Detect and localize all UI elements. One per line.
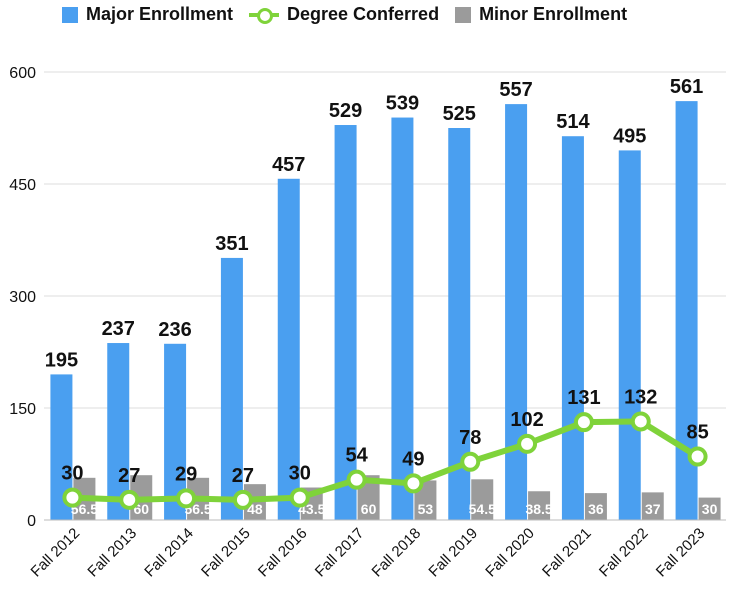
data-label-major: 351 bbox=[215, 233, 248, 255]
point-degree bbox=[517, 433, 538, 454]
y-tick-label: 0 bbox=[27, 513, 36, 530]
legend-swatch-major bbox=[62, 6, 78, 23]
point-degree bbox=[573, 412, 594, 433]
bar-minor bbox=[471, 479, 494, 520]
legend-item-major: Major Enrollment bbox=[62, 4, 233, 25]
bar-minor bbox=[698, 497, 721, 520]
x-tick-label: Fall 2016 bbox=[255, 525, 311, 581]
data-label-minor: 53 bbox=[418, 501, 434, 517]
y-tick-label: 450 bbox=[9, 177, 36, 194]
point-degree bbox=[630, 411, 651, 432]
x-tick-label: Fall 2017 bbox=[312, 525, 368, 581]
data-label-degree: 27 bbox=[232, 465, 254, 487]
bar-major bbox=[220, 257, 243, 520]
data-label-major: 525 bbox=[443, 103, 476, 125]
data-label-minor: 30 bbox=[702, 501, 718, 517]
data-label-degree: 30 bbox=[61, 463, 83, 485]
bar-major bbox=[448, 128, 471, 520]
data-label-major: 236 bbox=[158, 319, 191, 341]
x-tick-label: Fall 2013 bbox=[84, 525, 140, 581]
bar-major bbox=[50, 374, 73, 520]
y-tick-label: 300 bbox=[9, 289, 36, 306]
x-tick-label: Fall 2022 bbox=[596, 525, 652, 581]
bar-major bbox=[334, 125, 357, 520]
bar-minor bbox=[584, 493, 607, 520]
data-label-major: 529 bbox=[329, 100, 362, 122]
bar-major bbox=[505, 104, 528, 521]
data-label-minor: 54.5 bbox=[469, 501, 496, 517]
bar-minor bbox=[641, 492, 664, 520]
point-degree bbox=[289, 487, 310, 508]
legend-label-degree: Degree Conferred bbox=[287, 4, 440, 24]
bar-minor bbox=[528, 491, 551, 520]
data-label-major: 539 bbox=[386, 93, 419, 115]
data-label-minor: 38.5 bbox=[525, 501, 552, 517]
point-degree bbox=[346, 469, 367, 490]
bar-major bbox=[277, 178, 300, 521]
legend-label-major: Major Enrollment bbox=[86, 4, 234, 24]
data-label-degree: 27 bbox=[118, 465, 140, 487]
data-label-major: 237 bbox=[102, 318, 135, 340]
point-degree bbox=[403, 473, 424, 494]
data-label-degree: 132 bbox=[624, 386, 657, 408]
x-tick-label: Fall 2012 bbox=[28, 525, 84, 581]
data-label-major: 561 bbox=[670, 76, 703, 98]
data-label-degree: 131 bbox=[567, 387, 600, 409]
x-tick-label: Fall 2014 bbox=[141, 525, 197, 581]
bar-major bbox=[107, 343, 130, 520]
bar-major bbox=[675, 101, 698, 521]
x-tick-label: Fall 2015 bbox=[198, 525, 254, 581]
data-label-degree: 29 bbox=[175, 463, 197, 485]
legend: Major Enrollment Degree Conferred Minor … bbox=[62, 4, 627, 25]
data-label-major: 195 bbox=[45, 349, 78, 371]
x-tick-label: Fall 2023 bbox=[653, 525, 709, 581]
bar-major bbox=[618, 150, 641, 520]
data-label-degree: 85 bbox=[686, 422, 708, 444]
point-degree bbox=[687, 446, 708, 467]
y-tick-label: 150 bbox=[9, 401, 36, 418]
legend-item-degree: Degree Conferred bbox=[249, 4, 439, 25]
data-label-minor: 36 bbox=[588, 501, 604, 517]
data-label-degree: 54 bbox=[345, 445, 368, 467]
y-tick-label: 600 bbox=[9, 65, 36, 82]
bar-major bbox=[164, 343, 187, 520]
x-tick-label: Fall 2020 bbox=[482, 525, 538, 581]
legend-swatch-degree bbox=[249, 7, 280, 24]
point-degree bbox=[62, 487, 83, 508]
data-label-major: 457 bbox=[272, 154, 305, 176]
point-degree bbox=[176, 488, 197, 509]
x-tick-label: Fall 2018 bbox=[369, 525, 425, 581]
bar-major bbox=[391, 117, 414, 521]
data-label-major: 495 bbox=[613, 125, 646, 147]
point-degree bbox=[119, 489, 140, 510]
point-degree bbox=[232, 489, 253, 510]
legend-swatch-minor bbox=[455, 6, 472, 23]
data-label-major: 514 bbox=[556, 111, 590, 133]
data-label-degree: 78 bbox=[459, 427, 481, 449]
legend-item-minor: Minor Enrollment bbox=[455, 4, 627, 25]
data-label-degree: 49 bbox=[402, 448, 424, 470]
legend-label-minor: Minor Enrollment bbox=[479, 4, 628, 24]
data-label-degree: 30 bbox=[289, 463, 311, 485]
bar-major bbox=[561, 136, 584, 521]
data-label-degree: 102 bbox=[510, 409, 543, 431]
x-tick-label: Fall 2021 bbox=[539, 525, 595, 581]
x-tick-label: Fall 2019 bbox=[425, 525, 481, 581]
data-label-minor: 37 bbox=[645, 501, 661, 517]
data-label-minor: 60 bbox=[361, 501, 377, 517]
data-label-major: 557 bbox=[499, 79, 532, 101]
point-degree bbox=[460, 451, 481, 472]
